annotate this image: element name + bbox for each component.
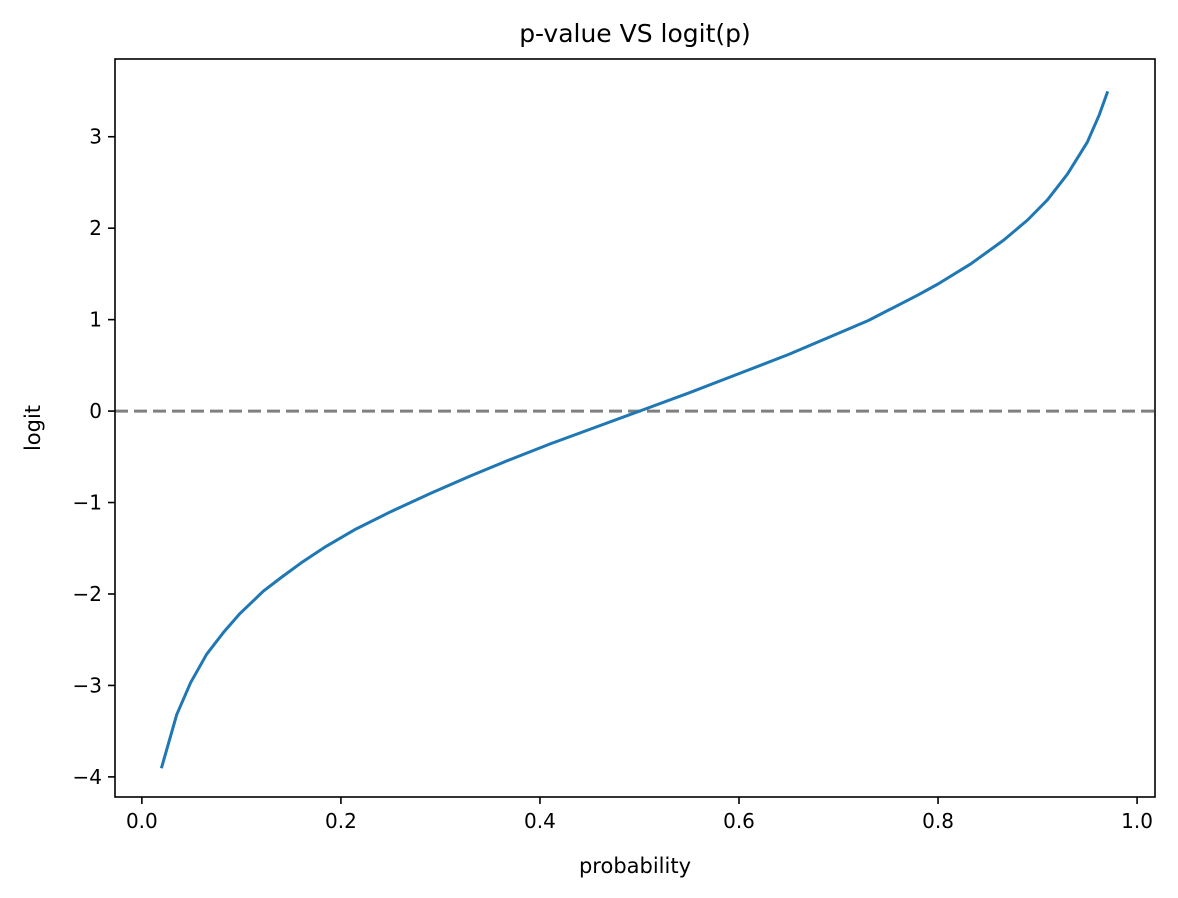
x-tick-label: 0.8	[922, 809, 954, 833]
series-layer	[159, 90, 1110, 769]
x-tick-label: 1.0	[1121, 809, 1153, 833]
x-tick-label: 0.4	[524, 809, 556, 833]
y-tick-label: 2	[89, 216, 102, 240]
x-tick-label: 0.2	[325, 809, 357, 833]
series-line-0	[159, 90, 1110, 769]
y-tick-label: −3	[73, 673, 102, 697]
y-axis-label: logit	[21, 405, 45, 451]
x-axis-ticks: 0.0 0.2 0.4 0.6 0.8 1.0	[126, 797, 1153, 833]
y-tick-label: 1	[89, 308, 102, 332]
x-axis-label: probability	[579, 854, 691, 878]
y-tick-label: −4	[73, 765, 102, 789]
x-tick-label: 0.6	[723, 809, 755, 833]
chart-title: p-value VS logit(p)	[519, 19, 751, 48]
x-tick-label: 0.0	[126, 809, 158, 833]
y-axis-ticks: −4 −3 −2 −1 0 1 2 3	[73, 125, 115, 789]
y-tick-label: 0	[89, 399, 102, 423]
plot-frame	[114, 58, 1156, 798]
y-tick-label: −1	[73, 491, 102, 515]
y-tick-label: 3	[89, 125, 102, 149]
y-tick-label: −2	[73, 582, 102, 606]
